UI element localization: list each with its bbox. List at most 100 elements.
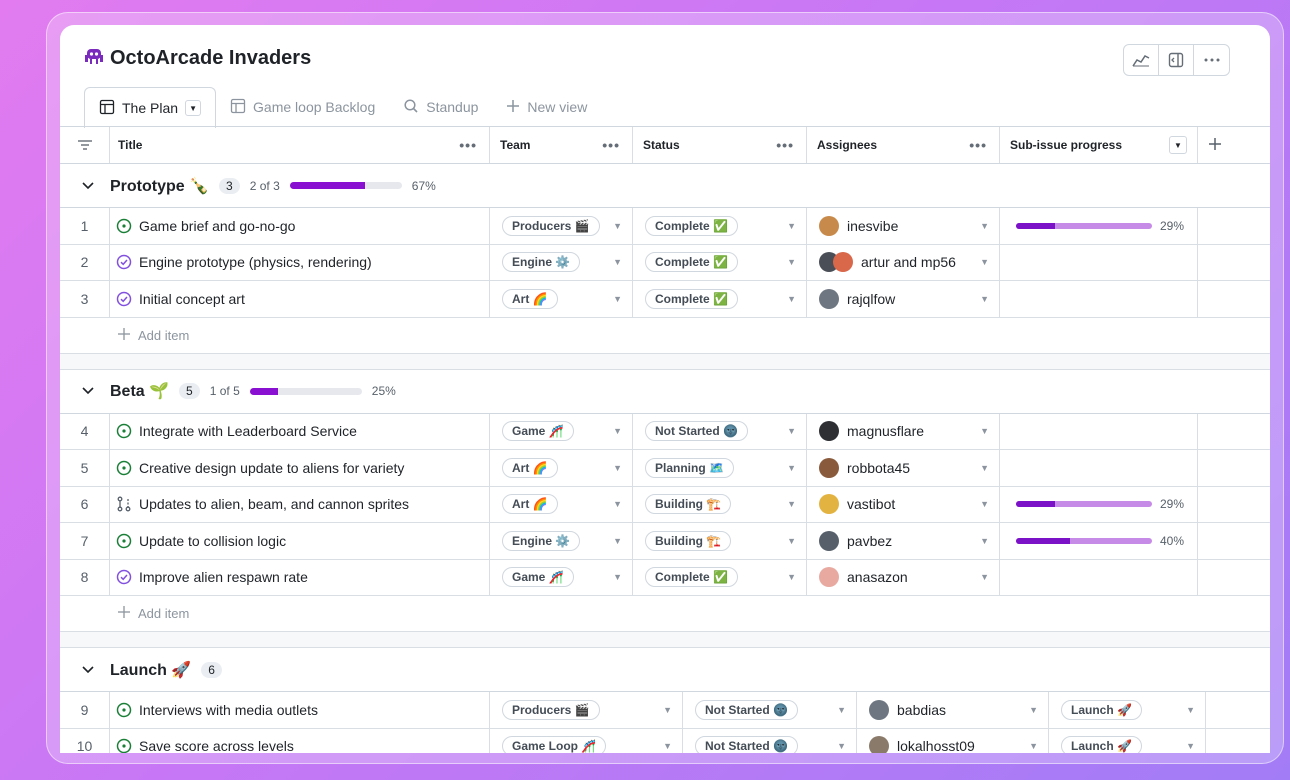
chevron-down-icon[interactable]: ▼ — [613, 535, 622, 546]
status-pill[interactable]: Building 🏗️ — [645, 530, 732, 551]
tab-standup[interactable]: Standup — [389, 87, 492, 127]
status-pill[interactable]: Building 🏗️ — [645, 494, 732, 515]
assignee-cell[interactable]: lokalhosst09 ▼ — [857, 728, 1049, 753]
status-cell[interactable]: Not Started 🌚 ▼ — [683, 692, 857, 728]
table-row[interactable]: 6 Updates to alien, beam, and cannon spr… — [60, 486, 1270, 523]
title-cell[interactable]: Updates to alien, beam, and cannon sprit… — [110, 486, 490, 522]
chevron-down-icon[interactable]: ▼ — [613, 462, 622, 473]
chevron-down-icon[interactable]: ▼ — [980, 499, 989, 510]
assignee-cell[interactable]: magnusflare ▼ — [807, 413, 1000, 449]
team-pill[interactable]: Producers 🎬 — [502, 699, 600, 720]
group-header[interactable]: Prototype 🍾 3 2 of 3 67% — [60, 164, 1270, 208]
chevron-down-icon[interactable]: ▼ — [613, 572, 622, 583]
status-pill[interactable]: Complete ✅ — [645, 252, 738, 273]
chevron-down-icon[interactable]: ▼ — [787, 535, 796, 546]
chevron-down-icon[interactable]: ▼ — [980, 426, 989, 437]
assignee-cell[interactable]: babdias ▼ — [857, 692, 1049, 728]
status-pill[interactable]: Complete ✅ — [645, 567, 738, 588]
team-pill[interactable]: Game 🎢 — [502, 567, 574, 588]
title-cell[interactable]: Improve alien respawn rate — [110, 559, 490, 595]
chevron-down-icon[interactable]: ▼ — [787, 572, 796, 583]
chevron-down-icon[interactable]: ▼ — [1186, 704, 1195, 715]
issue-title[interactable]: Creative design update to aliens for var… — [139, 459, 405, 476]
chevron-down-icon[interactable]: ▼ — [787, 499, 796, 510]
chevron-down-icon[interactable]: ▼ — [1169, 136, 1187, 154]
tab-game-loop-backlog[interactable]: Game loop Backlog — [216, 87, 389, 127]
title-cell[interactable]: Initial concept art — [110, 281, 490, 317]
table-row[interactable]: 9 Interviews with media outlets Producer… — [60, 692, 1270, 729]
status-cell[interactable]: Complete ✅ ▼ — [633, 244, 807, 280]
issue-title[interactable]: Game brief and go-no-go — [139, 217, 296, 234]
status-pill[interactable]: Not Started 🌚 — [695, 736, 798, 753]
chevron-down-icon[interactable]: ▼ — [613, 257, 622, 268]
assignee-cell[interactable]: inesvibe ▼ — [807, 208, 1000, 244]
new-view-button[interactable]: New view — [492, 87, 601, 127]
title-cell[interactable]: Engine prototype (physics, rendering) — [110, 244, 490, 280]
insights-icon[interactable] — [1124, 45, 1159, 75]
chevron-down-icon[interactable]: ▼ — [613, 426, 622, 437]
chevron-down-icon[interactable]: ▼ — [613, 220, 622, 231]
status-cell[interactable]: Not Started 🌚 ▼ — [633, 413, 807, 449]
team-pill[interactable]: Art 🌈 — [502, 457, 558, 478]
chevron-down-icon[interactable] — [82, 663, 100, 677]
issue-title[interactable]: Interviews with media outlets — [139, 701, 318, 718]
title-cell[interactable]: Update to collision logic — [110, 523, 490, 559]
group-header[interactable]: Beta 🌱 5 1 of 5 25% — [60, 370, 1270, 414]
issue-title[interactable]: Improve alien respawn rate — [139, 569, 308, 586]
issue-title[interactable]: Save score across levels — [139, 738, 294, 753]
status-pill[interactable]: Not Started 🌚 — [695, 699, 798, 720]
team-cell[interactable]: Art 🌈 ▼ — [490, 281, 633, 317]
team-pill[interactable]: Game 🎢 — [502, 421, 574, 442]
milestone-pill[interactable]: Launch 🚀 — [1061, 736, 1142, 753]
table-row[interactable]: 10 Save score across levels Game Loop 🎢 … — [60, 728, 1270, 753]
assignee-cell[interactable]: robbota45 ▼ — [807, 450, 1000, 486]
chevron-down-icon[interactable]: ▼ — [787, 257, 796, 268]
status-cell[interactable]: Complete ✅ ▼ — [633, 559, 807, 595]
title-cell[interactable]: Interviews with media outlets — [110, 692, 490, 728]
chevron-down-icon[interactable]: ▼ — [980, 572, 989, 583]
status-pill[interactable]: Not Started 🌚 — [645, 421, 748, 442]
chevron-down-icon[interactable]: ▼ — [1029, 704, 1038, 715]
chevron-down-icon[interactable]: ▼ — [837, 704, 846, 715]
team-cell[interactable]: Art 🌈 ▼ — [490, 486, 633, 522]
team-pill[interactable]: Engine ⚙️ — [502, 252, 581, 273]
chevron-down-icon[interactable]: ▼ — [663, 704, 672, 715]
more-icon[interactable]: ••• — [459, 137, 477, 153]
assignee-cell[interactable]: anasazon ▼ — [807, 559, 1000, 595]
team-pill[interactable]: Art 🌈 — [502, 288, 558, 309]
table-row[interactable]: 3 Initial concept art Art 🌈 ▼ Complete ✅… — [60, 281, 1270, 318]
chevron-down-icon[interactable]: ▼ — [980, 535, 989, 546]
team-pill[interactable]: Producers 🎬 — [502, 215, 600, 236]
chevron-down-icon[interactable]: ▼ — [787, 220, 796, 231]
team-pill[interactable]: Game Loop 🎢 — [502, 736, 607, 753]
chevron-down-icon[interactable]: ▼ — [980, 462, 989, 473]
column-sub-issue-progress[interactable]: Sub-issue progress ▼ — [1000, 127, 1198, 163]
status-cell[interactable]: Building 🏗️ ▼ — [633, 486, 807, 522]
status-pill[interactable]: Complete ✅ — [645, 288, 738, 309]
chevron-down-icon[interactable]: ▼ — [787, 462, 796, 473]
more-icon[interactable] — [1194, 45, 1229, 75]
chevron-down-icon[interactable]: ▼ — [980, 220, 989, 231]
table-row[interactable]: 5 Creative design update to aliens for v… — [60, 450, 1270, 487]
table-row[interactable]: 1 Game brief and go-no-go Producers 🎬 ▼ … — [60, 208, 1270, 245]
add-column-button[interactable] — [1198, 127, 1270, 163]
team-cell[interactable]: Art 🌈 ▼ — [490, 450, 633, 486]
team-cell[interactable]: Engine ⚙️ ▼ — [490, 244, 633, 280]
team-cell[interactable]: Game 🎢 ▼ — [490, 559, 633, 595]
issue-title[interactable]: Update to collision logic — [139, 532, 287, 549]
assignee-cell[interactable]: artur and mp56 ▼ — [807, 244, 1000, 280]
filter-lines-icon[interactable] — [60, 127, 110, 163]
column-team[interactable]: Team ••• — [490, 127, 633, 163]
chevron-down-icon[interactable]: ▼ — [787, 293, 796, 304]
add-item-button[interactable]: Add item — [60, 318, 1270, 354]
sidepanel-icon[interactable] — [1159, 45, 1194, 75]
group-header[interactable]: Launch 🚀 6 — [60, 648, 1270, 692]
status-cell[interactable]: Complete ✅ ▼ — [633, 208, 807, 244]
issue-title[interactable]: Updates to alien, beam, and cannon sprit… — [139, 496, 410, 513]
status-pill[interactable]: Planning 🗺️ — [645, 457, 734, 478]
more-icon[interactable]: ••• — [969, 137, 987, 153]
team-pill[interactable]: Art 🌈 — [502, 494, 558, 515]
milestone-pill[interactable]: Launch 🚀 — [1061, 699, 1142, 720]
chevron-down-icon[interactable] — [82, 179, 100, 193]
status-cell[interactable]: Planning 🗺️ ▼ — [633, 450, 807, 486]
